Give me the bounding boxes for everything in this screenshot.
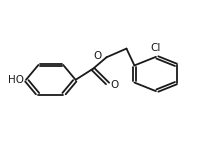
Text: O: O <box>110 80 118 90</box>
Text: O: O <box>93 51 101 61</box>
Text: Cl: Cl <box>151 43 161 53</box>
Text: HO: HO <box>8 75 24 85</box>
